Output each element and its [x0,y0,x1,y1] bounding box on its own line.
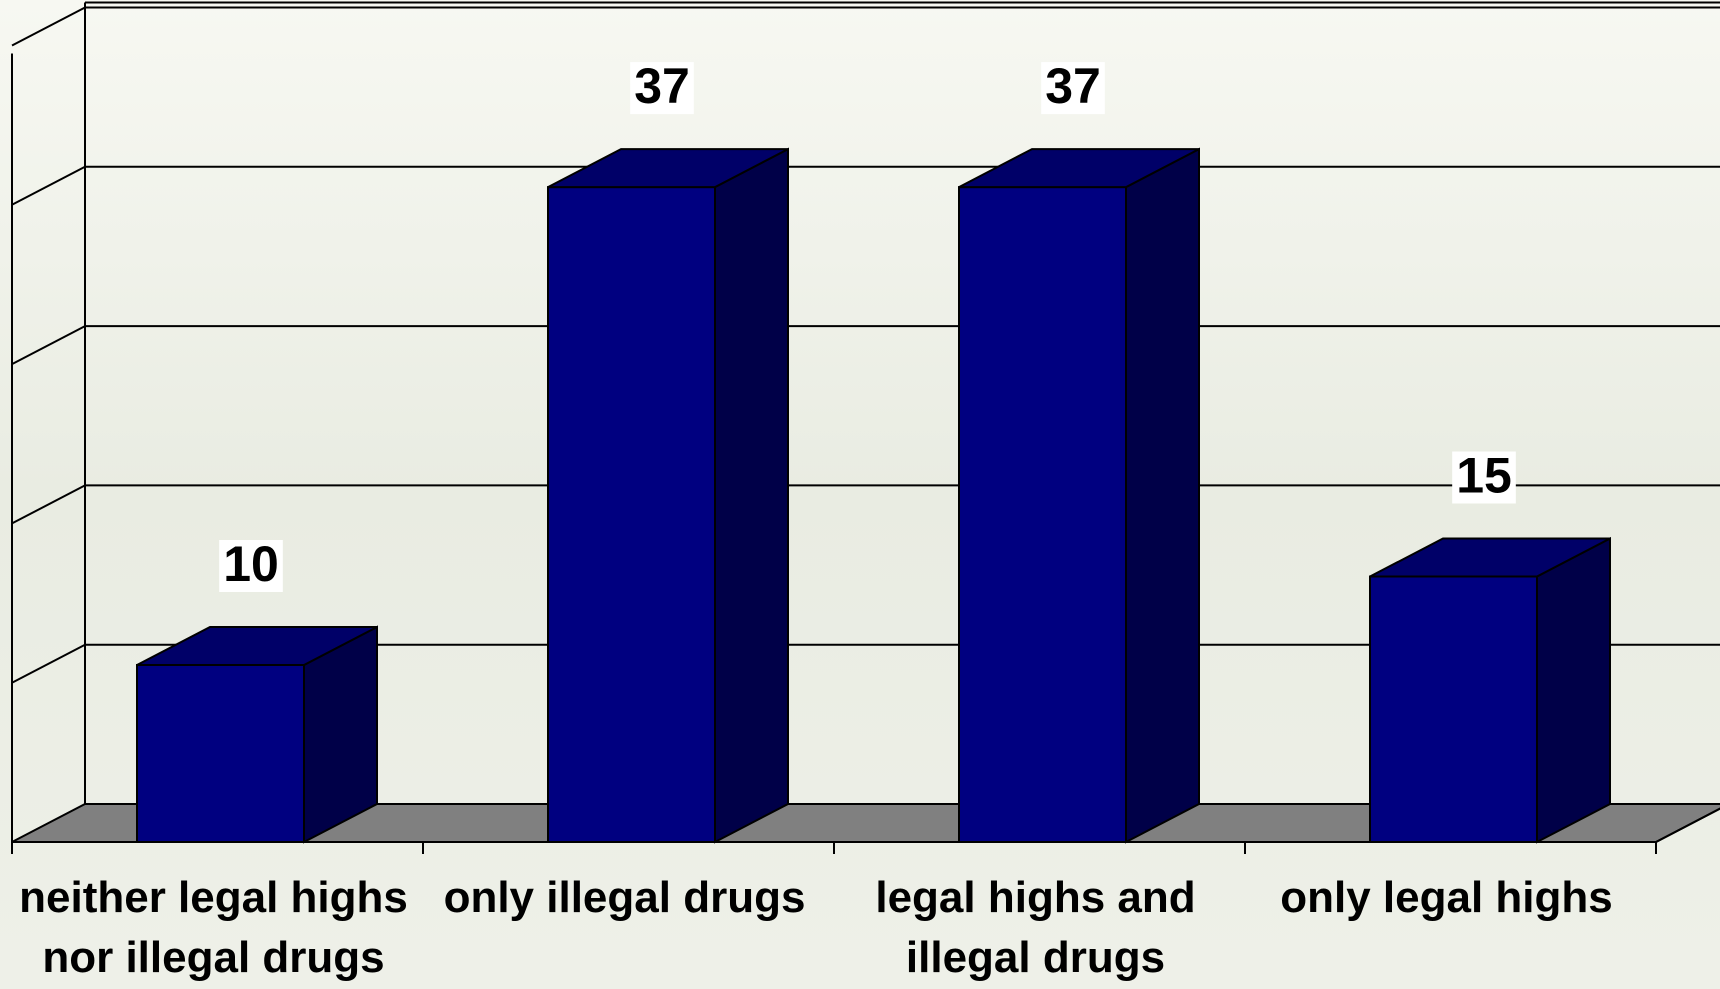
x-tick-label: nor illegal drugs [42,933,384,982]
data-label-background [630,62,694,115]
x-tick-label: only illegal drugs [444,873,806,922]
bar-top [547,148,789,189]
side-gridline [11,643,86,684]
side-gridline [11,6,86,47]
bar [958,147,1200,844]
bar-side [714,147,789,844]
bar-front [136,664,305,843]
x-tick-label: neither legal highs [19,873,408,922]
bar-top [1369,537,1611,578]
bar-front [547,186,716,844]
bar-front [958,186,1127,844]
bar [1369,536,1611,844]
bar-side [1536,536,1611,844]
bar [136,625,378,844]
data-label: 37 [634,58,690,114]
x-tick-label: legal highs and [875,873,1195,922]
data-label: 10 [223,536,279,592]
data-label: 37 [1045,58,1101,114]
x-tick-label: only legal highs [1280,873,1613,922]
x-tick-label: illegal drugs [906,933,1165,982]
side-gridline [11,484,86,525]
bar-top [136,626,378,666]
side-gridline [11,325,86,365]
data-label: 15 [1456,448,1512,504]
floor-right-edge [1655,807,1720,843]
bar [547,147,789,844]
data-label-background [219,540,283,592]
data-label-background [1041,62,1105,115]
data-label-background [1452,451,1516,504]
bar-top [958,148,1200,189]
bar-side [1125,147,1200,844]
side-gridline [11,165,86,206]
bar-front [1369,575,1538,843]
